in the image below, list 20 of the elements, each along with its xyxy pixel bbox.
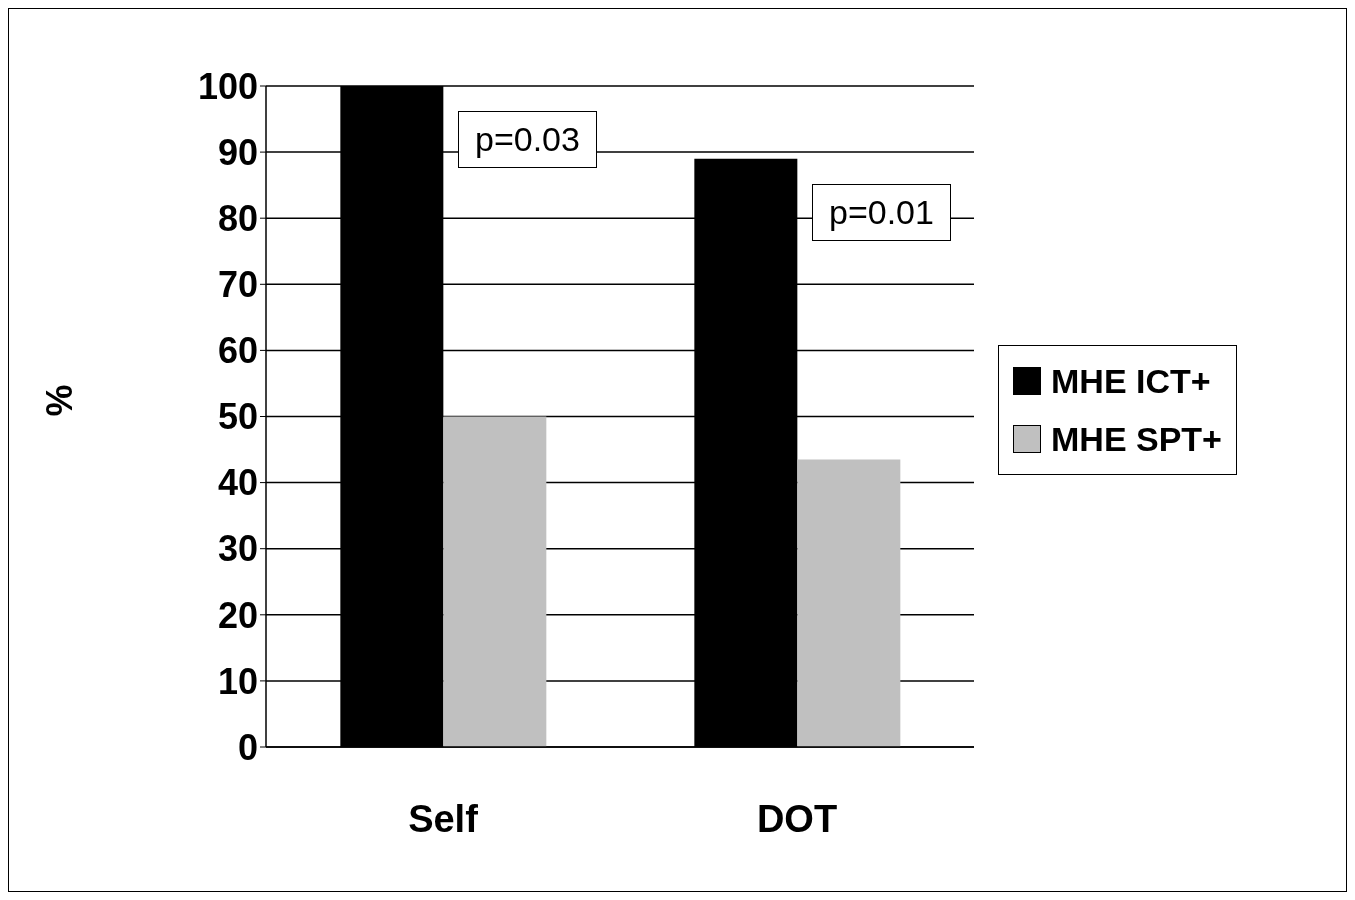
y-tick-label: 100 (197, 65, 258, 107)
annotation: p=0.01 (812, 183, 951, 241)
x-tick-label: DOT (756, 797, 838, 840)
y-tick-label: 10 (217, 660, 258, 702)
y-tick-label: 20 (217, 594, 258, 636)
y-tick-label: 90 (217, 131, 258, 173)
x-tick-label: Self (408, 797, 479, 840)
annotation: p=0.03 (458, 111, 597, 168)
y-tick-label: 80 (217, 197, 258, 239)
bar (443, 416, 547, 747)
y-tick-label: 60 (217, 330, 258, 372)
y-tick-label: 50 (217, 396, 258, 438)
y-tick-label: 30 (217, 528, 258, 570)
y-tick-label: 70 (217, 264, 258, 306)
y-tick-label: 40 (217, 462, 258, 504)
y-axis-title: % (38, 384, 80, 417)
legend-label: MHE SPT+ (1051, 418, 1222, 460)
legend-label: MHE ICT+ (1051, 360, 1211, 402)
bar (797, 459, 901, 747)
y-tick-label: 0 (237, 726, 258, 768)
